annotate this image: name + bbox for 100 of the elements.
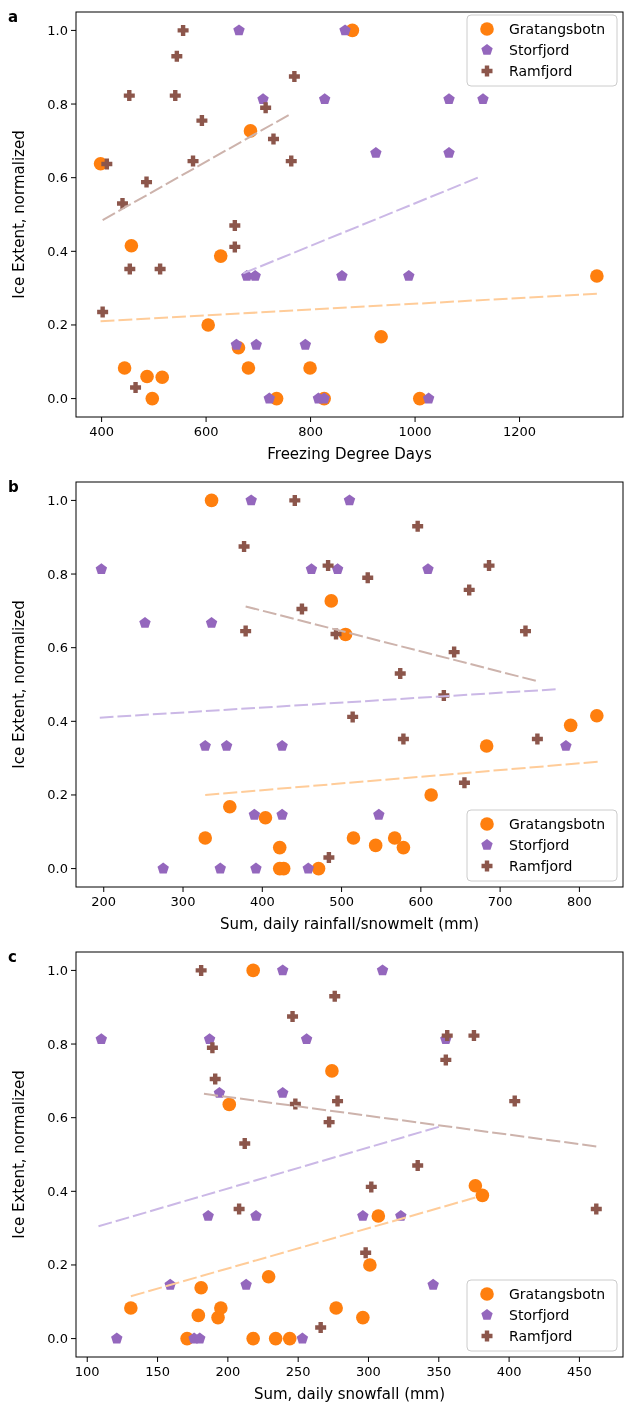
x-tick-label: 1000: [398, 424, 432, 439]
point: [376, 964, 389, 976]
point: [177, 24, 189, 36]
y-tick-label: 0.4: [47, 1183, 68, 1199]
point: [95, 563, 108, 575]
point: [458, 777, 470, 789]
y-tick-label: 0.6: [47, 1110, 68, 1126]
point: [157, 862, 169, 874]
point: [238, 540, 250, 552]
point: [318, 93, 331, 105]
x-tick-label: 500: [329, 894, 354, 909]
legend-label: Ramfjord: [509, 858, 573, 874]
point: [203, 1033, 216, 1045]
y-tick-label: 0.0: [47, 861, 68, 877]
point: [590, 269, 604, 283]
point: [325, 1064, 339, 1078]
point: [213, 249, 228, 263]
point: [288, 70, 300, 82]
point: [117, 361, 132, 375]
point: [267, 133, 279, 145]
point: [412, 1160, 424, 1172]
point: [250, 338, 262, 350]
point: [145, 391, 160, 406]
point: [296, 1332, 309, 1344]
point: [365, 1181, 377, 1193]
point: [443, 147, 455, 158]
point: [463, 584, 475, 596]
point: [590, 1203, 602, 1215]
point: [258, 810, 273, 825]
y-tick-label: 1.0: [47, 22, 68, 38]
point: [124, 1301, 138, 1315]
point: [230, 338, 243, 350]
x-tick-label: 700: [487, 894, 513, 909]
x-axis-title: Sum, daily rainfall/snowmelt (mm): [219, 915, 480, 933]
point: [250, 862, 262, 874]
legend-label: Gratangsbotn: [509, 21, 606, 37]
y-axis-title: Ice Extent, normalized: [10, 130, 28, 299]
x-tick-label: 100: [74, 1364, 100, 1379]
y-tick-label: 0.0: [47, 391, 68, 407]
point: [531, 733, 543, 745]
point: [363, 1258, 377, 1272]
point: [448, 646, 460, 658]
point: [123, 90, 135, 102]
point: [305, 563, 318, 575]
point: [187, 155, 199, 167]
point: [519, 625, 531, 637]
point: [339, 24, 351, 36]
point: [357, 1209, 369, 1221]
legend-label: Ramfjord: [509, 1328, 573, 1344]
point: [124, 238, 139, 253]
point: [311, 861, 326, 876]
y-tick-label: 1.0: [47, 492, 68, 508]
x-tick-label: 300: [356, 1364, 381, 1379]
legend-label: Gratangsbotn: [509, 816, 606, 832]
point: [387, 831, 402, 845]
point: [95, 1033, 108, 1045]
point: [206, 1042, 218, 1054]
x-tick-label: 600: [193, 424, 219, 439]
point: [240, 1278, 252, 1290]
point: [322, 560, 334, 572]
point: [245, 494, 257, 506]
point: [370, 147, 382, 158]
point: [250, 1209, 262, 1221]
point: [422, 563, 434, 575]
legend-label: Gratangsbotn: [509, 1286, 606, 1302]
point: [141, 176, 153, 188]
point: [371, 1209, 386, 1223]
point: [241, 361, 256, 375]
point: [477, 93, 489, 105]
x-tick-label: 200: [215, 1364, 241, 1379]
point: [272, 840, 287, 855]
point: [343, 494, 356, 506]
point: [246, 963, 260, 978]
point: [276, 808, 288, 820]
point: [468, 1030, 480, 1042]
point: [155, 370, 169, 385]
point: [468, 1178, 483, 1193]
x-tick-label: 400: [89, 424, 115, 439]
point: [374, 329, 388, 344]
y-tick-label: 0.2: [47, 317, 68, 333]
point: [239, 1137, 251, 1149]
point: [201, 318, 215, 332]
x-tick-label: 1200: [503, 424, 537, 439]
point: [268, 1331, 283, 1346]
point: [509, 1095, 521, 1107]
point: [139, 617, 151, 628]
point: [323, 1116, 335, 1128]
point: [479, 739, 494, 753]
point: [347, 711, 359, 723]
legend-label: Storfjord: [509, 1307, 570, 1323]
x-tick-label: 150: [145, 1364, 170, 1379]
y-tick-label: 0.0: [47, 1331, 68, 1347]
y-tick-label: 0.6: [47, 170, 68, 186]
point: [427, 1278, 439, 1290]
y-axis-title: Ice Extent, normalized: [10, 600, 28, 769]
y-tick-label: 0.8: [47, 566, 68, 582]
point: [324, 594, 339, 608]
point: [111, 1332, 123, 1344]
point: [220, 739, 233, 751]
point: [422, 392, 435, 404]
